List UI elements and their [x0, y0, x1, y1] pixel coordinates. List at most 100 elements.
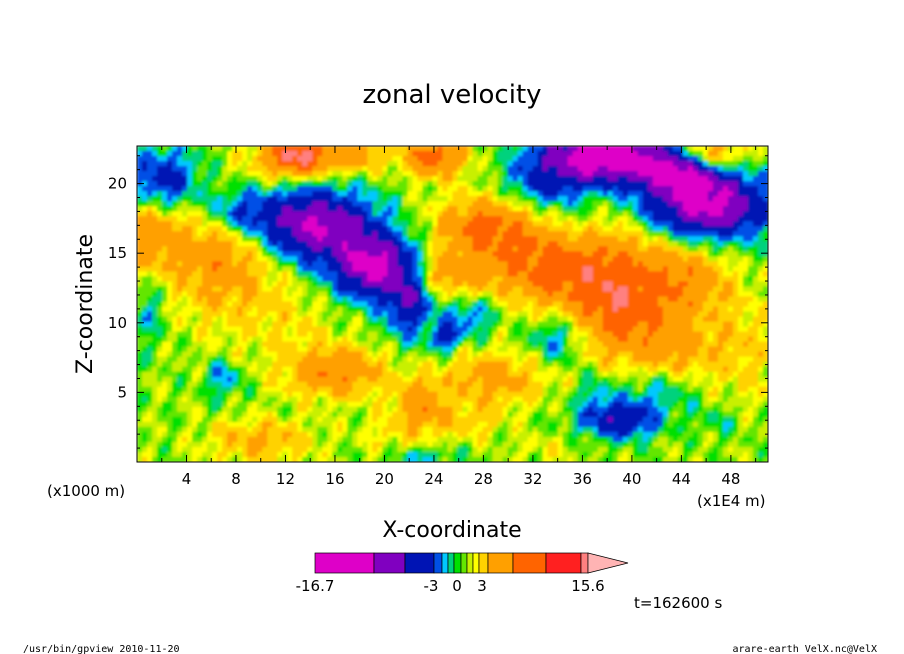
contour-cell — [532, 146, 539, 152]
contour-cell — [197, 176, 203, 182]
contour-cell — [362, 291, 368, 298]
contour-cell — [397, 251, 404, 257]
contour-cell — [302, 226, 308, 232]
contour-cell — [492, 306, 499, 313]
contour-cell — [537, 166, 544, 172]
contour-cell — [462, 181, 469, 187]
contour-cell — [642, 326, 649, 333]
contour-cell — [452, 341, 459, 348]
contour-cell — [217, 206, 223, 212]
contour-cell — [722, 176, 729, 182]
contour-cell — [352, 341, 358, 348]
contour-cell — [397, 276, 404, 283]
contour-cell — [762, 281, 768, 288]
contour-cell — [352, 246, 358, 252]
contour-cell — [717, 176, 724, 182]
contour-cell — [742, 206, 749, 212]
contour-cell — [382, 151, 388, 157]
contour-cell — [712, 211, 719, 217]
contour-cell — [272, 306, 278, 313]
contour-cell — [757, 246, 764, 252]
contour-cell — [172, 316, 178, 323]
contour-cell — [202, 161, 208, 167]
contour-cell — [192, 341, 198, 348]
contour-cell — [297, 336, 303, 343]
contour-cell — [717, 326, 724, 333]
contour-cell — [342, 181, 348, 187]
contour-cell — [637, 336, 644, 343]
contour-cell — [317, 291, 323, 298]
contour-cell — [467, 261, 474, 267]
contour-cell — [712, 201, 719, 207]
contour-cell — [187, 156, 193, 162]
contour-cell — [377, 266, 383, 272]
contour-cell — [197, 321, 203, 328]
contour-cell — [392, 191, 399, 197]
contour-cell — [307, 166, 313, 172]
contour-cell — [167, 341, 173, 348]
contour-cell — [717, 206, 724, 212]
contour-cell — [597, 191, 604, 197]
contour-cell — [177, 146, 183, 152]
contour-cell — [437, 276, 444, 283]
contour-cell — [532, 241, 539, 247]
contour-cell — [567, 251, 574, 257]
contour-cell — [177, 276, 183, 283]
contour-cell — [452, 296, 459, 303]
contour-cell — [407, 251, 414, 257]
contour-cell — [712, 306, 719, 313]
contour-cell — [147, 271, 153, 278]
contour-cell — [567, 306, 574, 313]
contour-cell — [737, 151, 744, 157]
contour-cell — [737, 281, 744, 288]
contour-cell — [292, 206, 298, 212]
contour-cell — [367, 211, 373, 217]
contour-cell — [622, 251, 629, 257]
contour-cell — [562, 216, 569, 222]
contour-cell — [487, 286, 494, 293]
contour-cell — [487, 271, 494, 278]
contour-cell — [532, 256, 539, 262]
contour-cell — [652, 306, 659, 313]
contour-cell — [252, 196, 258, 202]
contour-cell — [187, 161, 193, 167]
contour-cell — [657, 176, 664, 182]
contour-cell — [192, 236, 198, 242]
contour-cell — [267, 306, 273, 313]
contour-cell — [727, 256, 734, 262]
contour-cell — [357, 326, 363, 333]
contour-cell — [147, 211, 153, 217]
contour-cell — [492, 296, 499, 303]
contour-cell — [492, 226, 499, 232]
contour-cell — [667, 271, 674, 278]
contour-cell — [572, 266, 579, 272]
contour-cell — [577, 146, 584, 152]
contour-cell — [587, 261, 594, 267]
contour-cell — [242, 321, 248, 328]
contour-cell — [672, 246, 679, 252]
contour-cell — [162, 211, 168, 217]
contour-cell — [277, 226, 283, 232]
contour-cell — [167, 261, 173, 267]
contour-cell — [162, 176, 168, 182]
contour-cell — [522, 311, 529, 318]
contour-cell — [652, 311, 659, 318]
contour-cell — [307, 176, 313, 182]
contour-cell — [407, 296, 414, 303]
contour-cell — [222, 176, 228, 182]
contour-cell — [427, 226, 434, 232]
contour-cell — [597, 286, 604, 293]
contour-cell — [642, 286, 649, 293]
contour-cell — [467, 156, 474, 162]
contour-cell — [757, 196, 764, 202]
contour-cell — [562, 221, 569, 227]
contour-cell — [232, 301, 238, 308]
contour-cell — [212, 166, 218, 172]
contour-cell — [337, 271, 343, 278]
contour-cell — [437, 296, 444, 303]
contour-cell — [497, 311, 504, 318]
contour-cell — [347, 241, 353, 247]
contour-cell — [227, 311, 233, 318]
contour-cell — [497, 316, 504, 323]
contour-cell — [447, 271, 454, 278]
